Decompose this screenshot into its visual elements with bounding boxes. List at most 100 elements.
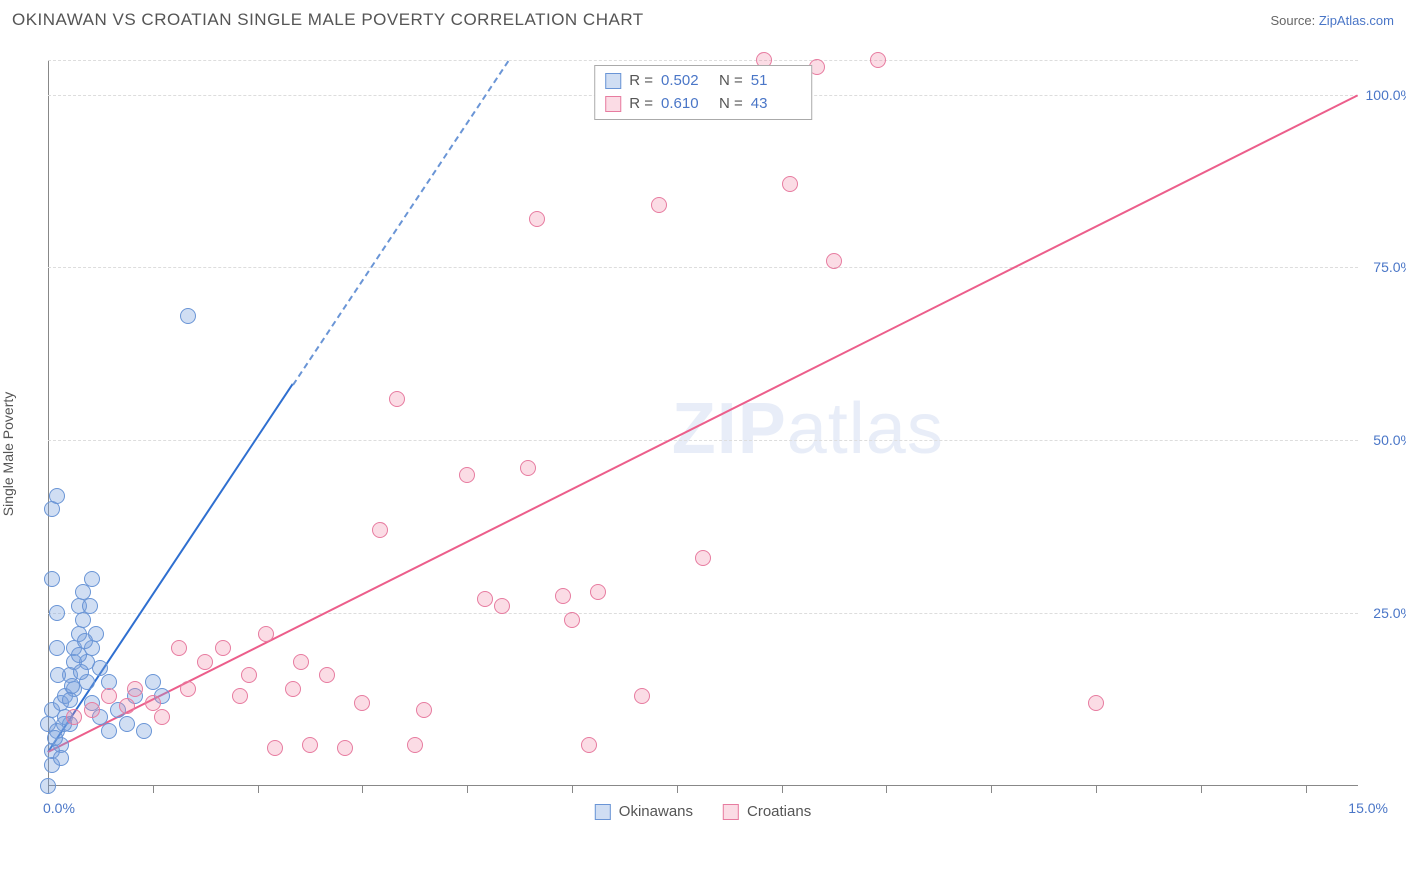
data-point-croatians [337, 740, 353, 756]
data-point-okinawans [47, 730, 63, 746]
x-tick-mark [1306, 786, 1307, 793]
data-point-croatians [119, 698, 135, 714]
data-point-croatians [372, 522, 388, 538]
regression-line-croatians [48, 95, 1359, 754]
data-point-okinawans [101, 723, 117, 739]
legend-label-croatians: Croatians [747, 803, 811, 820]
y-axis-label: Single Male Poverty [0, 392, 16, 517]
x-tick-mark [782, 786, 783, 793]
x-tick-mark [677, 786, 678, 793]
gridline-h [48, 440, 1358, 441]
chart-area: ZIPatlas 0.0% 15.0% 25.0%50.0%75.0%100.0… [48, 60, 1358, 828]
x-tick-mark [1096, 786, 1097, 793]
data-point-croatians [416, 702, 432, 718]
x-tick-mark [886, 786, 887, 793]
gridline-h [48, 60, 1358, 61]
gridline-h [48, 267, 1358, 268]
legend-item-okinawans: Okinawans [595, 803, 693, 820]
y-axis-line [48, 60, 49, 786]
y-tick-label: 100.0% [1366, 87, 1406, 103]
data-point-croatians [529, 211, 545, 227]
data-point-croatians [459, 467, 475, 483]
x-tick-mark [362, 786, 363, 793]
data-point-croatians [101, 688, 117, 704]
data-point-croatians [477, 591, 493, 607]
data-point-croatians [66, 709, 82, 725]
data-point-croatians [590, 584, 606, 600]
data-point-okinawans [136, 723, 152, 739]
data-point-okinawans [73, 664, 89, 680]
data-point-croatians [870, 52, 886, 68]
data-point-croatians [293, 654, 309, 670]
data-point-okinawans [84, 571, 100, 587]
data-point-okinawans [64, 678, 80, 694]
gridline-h [48, 613, 1358, 614]
data-point-croatians [494, 598, 510, 614]
swatch-okinawans [605, 73, 621, 89]
data-point-croatians [695, 550, 711, 566]
data-point-croatians [84, 702, 100, 718]
data-point-croatians [258, 626, 274, 642]
source-link[interactable]: ZipAtlas.com [1319, 13, 1394, 28]
x-tick-mark [1201, 786, 1202, 793]
data-point-croatians [581, 737, 597, 753]
data-point-croatians [285, 681, 301, 697]
chart-header: OKINAWAN VS CROATIAN SINGLE MALE POVERTY… [12, 10, 1394, 30]
data-point-croatians [127, 681, 143, 697]
data-point-croatians [302, 737, 318, 753]
data-point-croatians [319, 667, 335, 683]
y-tick-label: 75.0% [1373, 259, 1406, 275]
y-tick-label: 50.0% [1373, 432, 1406, 448]
swatch-croatians [605, 96, 621, 112]
data-point-croatians [826, 253, 842, 269]
data-point-croatians [354, 695, 370, 711]
x-tick-mark [991, 786, 992, 793]
watermark: ZIPatlas [672, 388, 944, 470]
data-point-okinawans [77, 633, 93, 649]
bottom-legend: Okinawans Croatians [595, 803, 811, 820]
data-point-okinawans [44, 501, 60, 517]
legend-label-okinawans: Okinawans [619, 803, 693, 820]
data-point-croatians [555, 588, 571, 604]
data-point-croatians [197, 654, 213, 670]
data-point-croatians [389, 391, 405, 407]
y-tick-label: 25.0% [1373, 605, 1406, 621]
stats-row-okinawans: R = 0.502 N = 51 [605, 70, 801, 93]
data-point-croatians [232, 688, 248, 704]
data-point-croatians [634, 688, 650, 704]
data-point-okinawans [180, 308, 196, 324]
data-point-okinawans [62, 692, 78, 708]
data-point-croatians [651, 197, 667, 213]
x-axis-line [48, 785, 1358, 786]
x-tick-label-min: 0.0% [43, 800, 75, 816]
data-point-croatians [154, 709, 170, 725]
x-tick-mark [572, 786, 573, 793]
data-point-okinawans [49, 640, 65, 656]
chart-title: OKINAWAN VS CROATIAN SINGLE MALE POVERTY… [12, 10, 644, 30]
data-point-okinawans [119, 716, 135, 732]
legend-swatch-okinawans [595, 804, 611, 820]
source-credit: Source: ZipAtlas.com [1270, 13, 1394, 28]
data-point-croatians [241, 667, 257, 683]
data-point-croatians [171, 640, 187, 656]
data-point-croatians [520, 460, 536, 476]
data-point-okinawans [40, 778, 56, 794]
data-point-croatians [564, 612, 580, 628]
x-tick-mark [258, 786, 259, 793]
legend-item-croatians: Croatians [723, 803, 811, 820]
data-point-okinawans [50, 667, 66, 683]
data-point-croatians [407, 737, 423, 753]
legend-swatch-croatians [723, 804, 739, 820]
regression-line-okinawans [292, 60, 509, 385]
data-point-okinawans [49, 488, 65, 504]
data-point-okinawans [49, 605, 65, 621]
x-tick-label-max: 15.0% [1348, 800, 1388, 816]
data-point-croatians [215, 640, 231, 656]
x-tick-mark [467, 786, 468, 793]
x-tick-mark [153, 786, 154, 793]
data-point-croatians [267, 740, 283, 756]
data-point-okinawans [82, 598, 98, 614]
stats-row-croatians: R = 0.610 N = 43 [605, 93, 801, 116]
data-point-okinawans [44, 571, 60, 587]
data-point-okinawans [53, 750, 69, 766]
